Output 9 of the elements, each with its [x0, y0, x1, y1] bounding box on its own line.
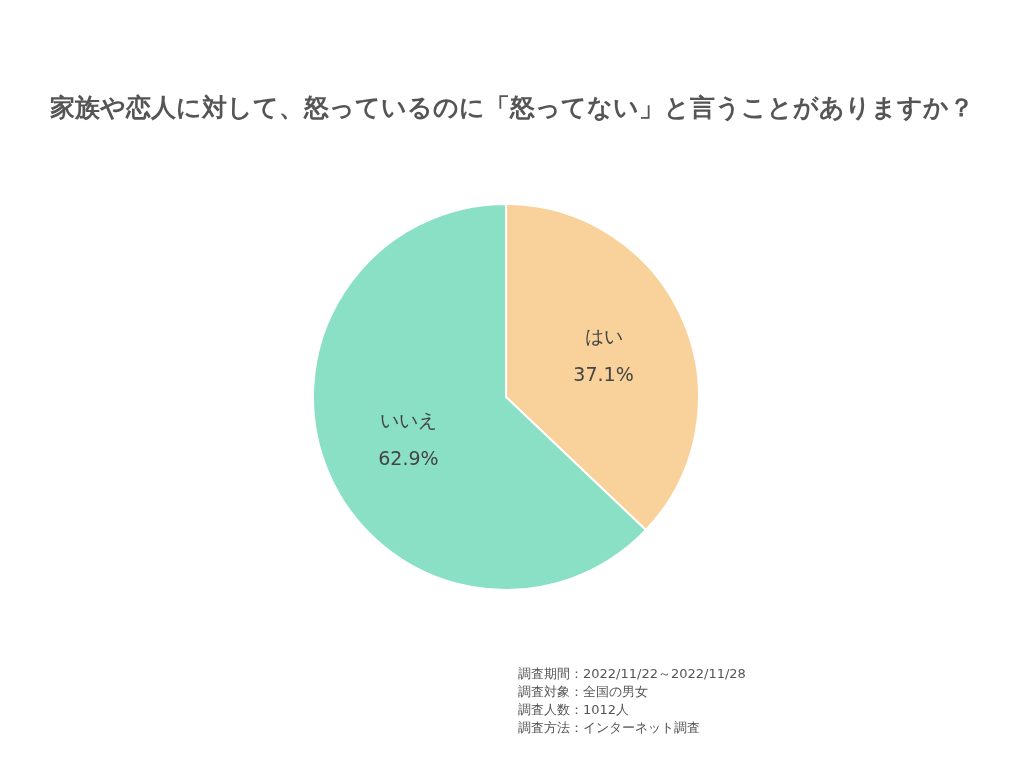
- text: 調査期間：2022/11/22～2022/11/28: [518, 666, 746, 681]
- data-label: 37.1%: [573, 363, 634, 386]
- slice-label: はい: [584, 325, 623, 348]
- text: 調査人数：1012人: [518, 702, 630, 717]
- text: 調査対象：全国の男女: [518, 684, 648, 699]
- data-label: 62.9%: [378, 446, 439, 469]
- slice-label: いいえ: [379, 408, 437, 431]
- text: 調査方法：インターネット調査: [518, 720, 700, 735]
- chart-title: 家族や恋人に対して、怒っているのに「怒ってない」と言うことがありますか？: [49, 93, 974, 122]
